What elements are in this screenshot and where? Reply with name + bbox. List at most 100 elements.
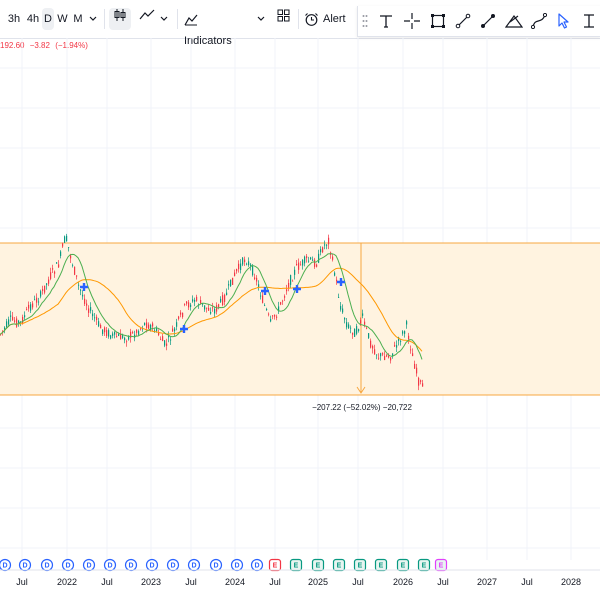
drag-handle[interactable]: [360, 10, 370, 32]
layout-button[interactable]: [273, 8, 293, 30]
interval-4h[interactable]: 4h: [26, 13, 40, 25]
candle: [116, 331, 118, 338]
candle: [386, 353, 388, 358]
interval-3h[interactable]: 3h: [7, 13, 21, 25]
interval-1w[interactable]: W: [57, 13, 68, 25]
svg-text:E: E: [422, 563, 427, 570]
candle: [402, 330, 404, 336]
candle: [56, 261, 58, 264]
candle: [282, 299, 284, 305]
time-axis: Jul 2022 Jul 2023 Jul 2024 Jul 2025 Jul 2026 Jul 20…: [0, 569, 600, 587]
candle: [98, 317, 100, 328]
time-axis-label: Jul: [101, 577, 113, 587]
candle: [4, 326, 6, 334]
earnings-marker: E: [268, 558, 282, 572]
signal-cross-marker: [80, 283, 88, 291]
candle: [162, 333, 164, 342]
time-axis-label: Jul: [437, 577, 449, 587]
svg-text:E: E: [439, 563, 444, 570]
svg-text:E: E: [358, 563, 363, 570]
ibeam-tool[interactable]: [578, 10, 600, 32]
candle: [408, 332, 410, 344]
line-style-dropdown[interactable]: [158, 8, 170, 30]
toolbar-divider: [298, 9, 299, 29]
candle: [274, 314, 276, 320]
candle: [340, 302, 342, 312]
candle: [74, 266, 76, 276]
price-chart[interactable]: −207.22 (−52.02%) −20,722 D D D D D D D D D D D D D E…: [0, 38, 600, 600]
candle: [114, 331, 116, 339]
candle: [206, 307, 208, 313]
time-axis-label: Jul: [185, 577, 197, 587]
brush-tool[interactable]: [477, 10, 499, 32]
signal-cross-marker: [337, 278, 345, 286]
earnings-marker: E: [434, 558, 448, 572]
candle: [230, 279, 232, 287]
indicators-button[interactable]: Indicators: [184, 8, 248, 47]
candle: [8, 316, 10, 327]
chevron-down-icon: [257, 16, 265, 21]
dividend-marker: D: [18, 558, 32, 572]
candle: [82, 290, 84, 300]
candle: [382, 352, 384, 357]
candle: [420, 379, 422, 385]
candle: [256, 275, 258, 286]
text-tool[interactable]: [375, 10, 397, 32]
crosshair-tool[interactable]: [401, 10, 423, 32]
candle: [76, 275, 78, 280]
candle: [60, 250, 62, 259]
line-style-button[interactable]: [136, 8, 158, 30]
dividend-marker: D: [0, 558, 12, 572]
interval-dropdown[interactable]: [86, 8, 100, 30]
candle: [290, 274, 292, 288]
candle: [326, 244, 328, 250]
candle: [378, 353, 380, 360]
candle: [344, 317, 346, 324]
candle: [288, 279, 290, 292]
candle: [286, 284, 288, 295]
pattern-tool[interactable]: [503, 10, 525, 32]
rectangle-tool[interactable]: [427, 10, 449, 32]
candle: [44, 285, 46, 295]
interval-1m[interactable]: M: [73, 13, 83, 25]
candle: [404, 330, 406, 338]
candle: [320, 246, 322, 256]
time-axis-label: Jul: [16, 577, 28, 587]
candle: [228, 280, 230, 290]
cursor-tool[interactable]: [553, 10, 575, 32]
candle: [218, 303, 220, 310]
earnings-marker: E: [311, 558, 325, 572]
alert-button[interactable]: Alert: [304, 8, 352, 30]
candle: [248, 257, 250, 267]
dividend-marker: D: [209, 558, 223, 572]
top-toolbar: 3h 4h D W M Indicators Alert: [0, 0, 600, 47]
candle: [146, 318, 148, 333]
candle: [54, 270, 56, 278]
candle: [400, 339, 402, 346]
candle: [396, 340, 398, 352]
candle: [370, 338, 372, 349]
candle: [266, 307, 268, 311]
candle: [358, 328, 360, 333]
candle: [182, 312, 184, 319]
candle: [210, 307, 212, 315]
trend-line-tool[interactable]: [452, 10, 474, 32]
alarm-clock-icon: [305, 12, 318, 26]
time-axis-label: 2022: [57, 577, 77, 587]
candle: [348, 322, 350, 329]
candle: [410, 345, 412, 354]
candle: [132, 330, 134, 334]
candle: [196, 294, 198, 302]
candle: [242, 256, 244, 267]
alert-label: Alert: [323, 13, 346, 26]
candle: [164, 339, 166, 348]
indicators-dropdown[interactable]: [255, 8, 267, 30]
candle: [254, 273, 256, 281]
candle: [72, 263, 74, 268]
interval-1d[interactable]: D: [42, 8, 54, 30]
chevron-down-icon: [89, 16, 97, 21]
candle: [226, 288, 228, 296]
chart-type-button[interactable]: [109, 8, 131, 30]
curve-tool[interactable]: [528, 10, 550, 32]
candle: [40, 289, 42, 299]
